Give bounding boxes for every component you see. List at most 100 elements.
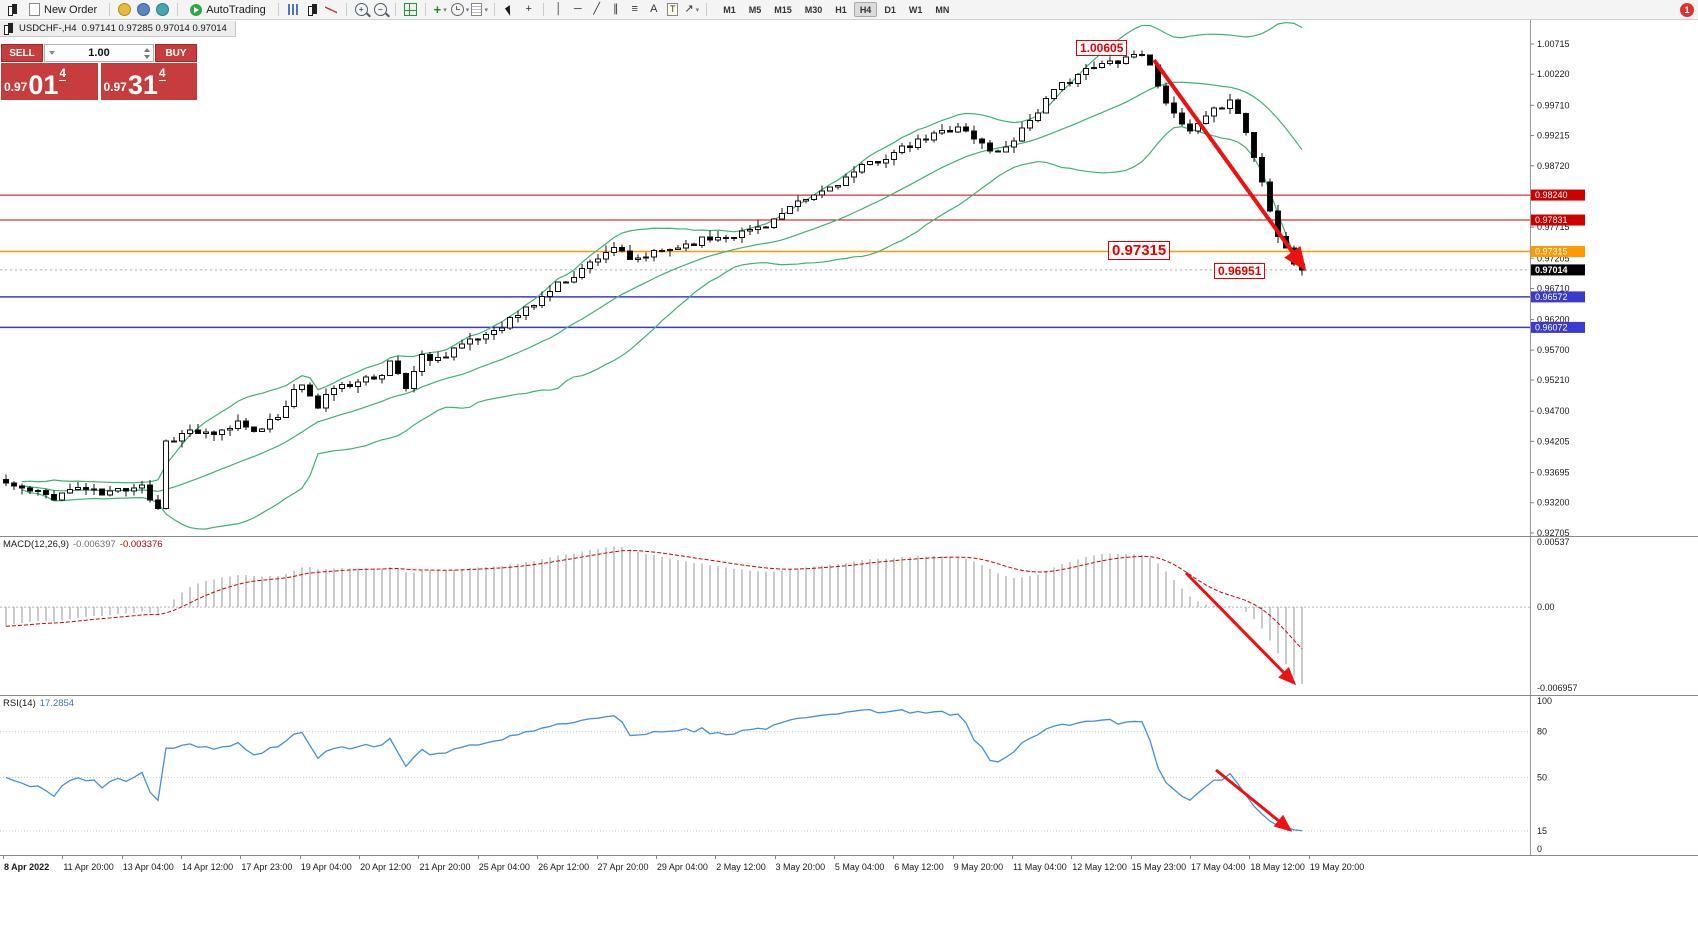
tile-windows-icon[interactable]	[402, 1, 419, 18]
rsi-indicator-label: RSI(14) 17.2854	[3, 698, 75, 709]
svg-text:50: 50	[1537, 773, 1547, 783]
timeframe-m1[interactable]: M1	[717, 2, 742, 17]
chart-title-bar[interactable]: USDCHF-,H4 0.97141 0.97285 0.97014 0.970…	[0, 21, 236, 37]
time-label: 26 Apr 12:00	[538, 862, 590, 872]
timeframe-w1[interactable]: W1	[903, 2, 929, 17]
time-label: 3 May 20:00	[775, 862, 826, 872]
time-label: 19 May 20:00	[1309, 862, 1365, 872]
fibonacci-icon[interactable]: ≡	[631, 3, 638, 15]
price-label-high[interactable]: 1.00605	[1076, 40, 1128, 56]
toolbar-separator	[543, 3, 545, 16]
svg-text:0.97715: 0.97715	[1537, 222, 1570, 232]
timeframe-h4[interactable]: H4	[853, 2, 878, 17]
svg-text:0.95700: 0.95700	[1537, 345, 1570, 355]
volume-decrease-icon[interactable]	[144, 54, 150, 59]
timeframe-mn[interactable]: MN	[929, 2, 955, 17]
text-icon[interactable]: A	[650, 3, 658, 15]
time-tick	[181, 856, 183, 859]
bollinger-lower-band	[21, 126, 1303, 530]
macd-axis[interactable]: 0.00537 0.00 -0.006957	[1530, 537, 1578, 695]
chevron-down-icon: ▾	[443, 6, 447, 14]
sell-price-prefix: 0.97	[4, 80, 28, 94]
autotrading-button[interactable]: AutoTrading	[184, 1, 272, 18]
candlestick-chart-icon[interactable]	[304, 1, 321, 18]
toolbar-separator	[109, 3, 111, 16]
cursor-icon[interactable]	[501, 1, 518, 18]
time-tick	[655, 856, 657, 859]
time-label: 14 Apr 12:00	[182, 862, 234, 872]
sell-button[interactable]: SELL	[1, 44, 43, 62]
price-label-low[interactable]: 0.96951	[1214, 263, 1266, 279]
periods-icon[interactable]: ▾	[450, 1, 469, 18]
svg-text:-0.006957: -0.006957	[1537, 683, 1578, 693]
buy-price-pips: 31	[127, 69, 158, 100]
timeframe-m30[interactable]: M30	[799, 2, 829, 17]
new-order-button[interactable]: New Order	[23, 1, 103, 18]
arrows-icon[interactable]: ↗ ▾	[684, 3, 700, 15]
time-tick	[3, 856, 4, 859]
vertical-line-icon[interactable]: │	[555, 3, 563, 15]
toolbar-separator	[277, 3, 279, 16]
timeframe-d1[interactable]: D1	[878, 2, 902, 17]
chart-window-icon[interactable]	[4, 1, 21, 18]
timeframe-bar: M1 M5 M15 M30 H1 H4 D1 W1 MN	[717, 2, 955, 17]
time-tick	[1308, 856, 1310, 859]
volume-increase-icon[interactable]	[144, 47, 150, 52]
timeframe-m5[interactable]: M5	[743, 2, 768, 17]
time-label: 2 May 12:00	[716, 862, 766, 872]
chart-symbol-icon	[3, 22, 14, 35]
svg-text:15: 15	[1537, 826, 1547, 836]
time-tick	[299, 856, 301, 859]
time-axis[interactable]: 8 Apr 2022 11 Apr 20:00 13 Apr 04:00 14 Apr…	[0, 856, 1698, 884]
rsi-trend-arrow[interactable]	[1215, 768, 1293, 832]
chart-ohlc-values: 0.97141 0.97285 0.97014 0.97014	[81, 23, 227, 34]
horizontal-line-icon[interactable]: ─	[573, 3, 582, 15]
svg-text:0.96200: 0.96200	[1537, 315, 1570, 325]
sell-price[interactable]: 0.97 01 4	[1, 63, 98, 100]
macd-histogram	[5, 546, 1303, 685]
crosshair-icon[interactable]: +	[525, 3, 532, 15]
main-chart-panel[interactable]: 1.00715 1.00220 0.99710 0.99215 0.98720 0.977…	[0, 20, 1698, 537]
bar-chart-icon[interactable]	[285, 1, 302, 18]
timeframe-m15[interactable]: M15	[768, 2, 798, 17]
line-chart-icon[interactable]	[323, 1, 340, 18]
rsi-axis[interactable]: 100 80 50 15 0	[1530, 696, 1553, 855]
svg-text:80: 80	[1537, 727, 1547, 737]
horizontal-level-lines[interactable]	[0, 194, 1530, 329]
svg-text:0.98720: 0.98720	[1537, 161, 1570, 171]
chart-symbol-label: USDCHF-,H4	[19, 23, 77, 34]
time-tick	[359, 856, 361, 859]
channel-icon[interactable]: ∥	[612, 3, 619, 15]
buy-button[interactable]: BUY	[155, 44, 197, 62]
profile-icon[interactable]	[135, 1, 152, 18]
buy-price-prefix: 0.97	[103, 80, 127, 94]
sell-price-pipette: 4	[59, 66, 67, 81]
trendline-icon[interactable]: ╱	[593, 3, 601, 15]
time-label: 6 May 12:00	[894, 862, 944, 872]
zoom-in-icon[interactable]: +	[353, 1, 370, 18]
buy-price-pipette: 4	[158, 66, 166, 81]
deposit-icon[interactable]	[116, 1, 133, 18]
trend-arrow[interactable]	[1152, 58, 1307, 272]
volume-dropdown-icon[interactable]	[49, 51, 55, 55]
timeframe-h1[interactable]: H1	[829, 2, 853, 17]
toolbar-separator	[706, 3, 708, 16]
text-label-icon[interactable]: T	[664, 1, 681, 18]
indicators-icon[interactable]: + ▾	[433, 2, 447, 17]
zoom-out-icon[interactable]: −	[372, 1, 389, 18]
templates-icon[interactable]: ▾	[471, 1, 488, 18]
rsi-panel[interactable]: 100 80 50 15 0	[0, 696, 1698, 856]
notification-badge[interactable]: 1	[1680, 2, 1694, 17]
price-label-mid[interactable]: 0.97315	[1108, 241, 1171, 260]
time-tick	[477, 856, 479, 859]
time-label: 25 Apr 04:00	[478, 862, 530, 872]
svg-text:1.00220: 1.00220	[1537, 69, 1570, 79]
macd-panel[interactable]: 0.00537 0.00 -0.006957	[0, 537, 1698, 696]
volume-field[interactable]: 1.00	[44, 44, 154, 62]
price-axis[interactable]: 1.00715 1.00220 0.99710 0.99215 0.98720 0.977…	[1530, 20, 1585, 537]
time-label: 20 Apr 12:00	[360, 862, 412, 872]
time-label: 5 May 04:00	[834, 862, 885, 872]
macd-trend-arrow[interactable]	[1184, 571, 1297, 686]
community-icon[interactable]	[154, 1, 171, 18]
buy-price[interactable]: 0.97 31 4	[100, 63, 197, 100]
